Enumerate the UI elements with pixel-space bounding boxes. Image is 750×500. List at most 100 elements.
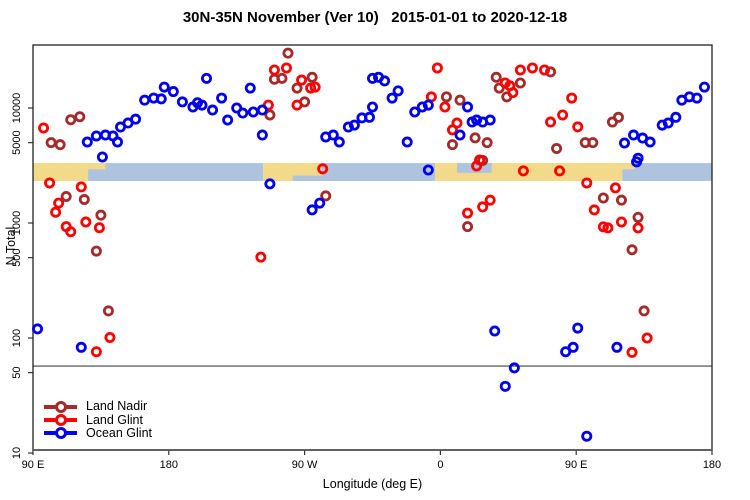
land-glint-point: [431, 62, 443, 74]
ocean-glint-point: [366, 101, 378, 113]
land-nadir-point: [490, 71, 502, 83]
land-nadir-point: [440, 91, 452, 103]
land-nadir-point: [615, 194, 627, 206]
ocean-glint-point: [698, 81, 710, 93]
ocean-glint-point: [484, 114, 496, 126]
land-nadir-point: [45, 137, 57, 149]
ocean-glint-point: [386, 92, 398, 104]
ocean-glint-point: [237, 107, 249, 119]
land-nadir-point: [612, 111, 624, 123]
ocean-glint-point: [207, 104, 219, 116]
ocean-glint-point: [644, 136, 656, 148]
ocean-glint-point: [618, 137, 630, 149]
ocean-glint-point: [581, 430, 593, 442]
ocean-glint-point: [416, 101, 428, 113]
land-glint-point: [462, 207, 474, 219]
ocean-glint-point: [314, 197, 326, 209]
legend-item: Land Glint: [44, 413, 152, 427]
land-glint-point: [477, 201, 489, 213]
ocean-glint-point: [348, 119, 360, 131]
y-tick-label: 100: [11, 329, 23, 347]
x-tick-label: 90 E: [22, 459, 45, 471]
land-nadir-point: [481, 137, 493, 149]
ocean-glint-point: [196, 99, 208, 111]
y-tick-label: 1000: [11, 211, 23, 235]
land-glint-point: [65, 226, 77, 238]
legend-item: Ocean Glint: [44, 425, 153, 440]
land-nadir-point: [291, 82, 303, 94]
ocean-glint-point: [244, 82, 256, 94]
land-glint-point: [566, 92, 578, 104]
plot-border: [32, 44, 713, 451]
land-glint-point: [507, 87, 519, 99]
ocean-glint-point: [471, 114, 483, 126]
land-glint-point: [588, 204, 600, 216]
land-glint-point: [539, 64, 551, 76]
legend: Land Nadir Land Glint Ocean Glint: [44, 400, 152, 440]
y-tick-label: 500: [11, 248, 23, 266]
land-glint-point: [554, 165, 566, 177]
land-nadir-point: [446, 139, 458, 151]
ocean-glint-point: [32, 323, 44, 335]
ocean-glint-point: [222, 114, 234, 126]
land-glint-point: [626, 346, 638, 358]
land-glint-point: [317, 163, 329, 175]
land-glint-point: [557, 109, 569, 121]
ocean-glint-point: [333, 136, 345, 148]
land-glint-point: [255, 251, 267, 263]
land-glint-point: [471, 160, 483, 172]
land-nadir-point: [587, 137, 599, 149]
land-nadir-point: [632, 211, 644, 223]
ocean-glint-point: [691, 92, 703, 104]
land-nadir-point: [551, 142, 563, 154]
ocean-glint-point: [611, 341, 623, 353]
land-nadir-point: [514, 77, 526, 89]
y-tick-label: 10: [11, 447, 23, 459]
land-glint-point: [104, 332, 116, 344]
ocean-glint-point: [96, 151, 108, 163]
land-glint-point: [609, 182, 621, 194]
ocean-glint-point: [392, 85, 404, 97]
legend-item-label: Ocean Glint: [86, 425, 153, 440]
ocean-glint-point: [572, 322, 584, 334]
ocean-glint-point: [628, 129, 640, 141]
ocean-glint-point: [363, 111, 375, 123]
legend-item-label: Land Nadir: [86, 399, 148, 414]
legend-line-land-nadir-icon: [44, 400, 77, 413]
legend-line-ocean-glint-icon: [44, 427, 77, 440]
legend-circle-land-glint-icon: [54, 414, 67, 427]
x-tick-label: 0: [437, 459, 443, 471]
ocean-glint-point: [264, 178, 276, 190]
ocean-glint-point: [130, 113, 142, 125]
ocean-glint-point: [327, 129, 339, 141]
land-nadir-point: [90, 245, 102, 257]
ocean-glint-point: [90, 130, 102, 142]
land-nadir-point: [78, 194, 90, 206]
land-glint-point: [581, 177, 593, 189]
land-nadir-point: [597, 192, 609, 204]
land-glint-point: [93, 222, 105, 234]
land-nadir-point: [54, 139, 66, 151]
ocean-glint-point: [379, 75, 391, 87]
y-tick-label: 50: [11, 366, 23, 378]
land-nadir-point: [626, 244, 638, 256]
ocean-glint-point: [560, 346, 572, 358]
ocean-glint-point: [139, 94, 151, 106]
ocean-glint-point: [176, 96, 188, 108]
land-nadir-point: [545, 66, 557, 78]
ocean-glint-point: [462, 101, 474, 113]
ocean-glint-point: [366, 72, 378, 84]
land-glint-point: [484, 194, 496, 206]
land-ocean-band-segment: [33, 163, 89, 181]
land-glint-point: [526, 62, 538, 74]
ocean-glint-point: [167, 86, 179, 98]
land-glint-point: [50, 206, 62, 218]
land-nadir-point: [102, 305, 114, 317]
land-ocean-band-overlay: [292, 175, 322, 181]
x-tick-label: 90 W: [292, 459, 318, 471]
land-glint-point: [572, 121, 584, 133]
land-glint-point: [80, 216, 92, 228]
land-glint-point: [439, 101, 451, 113]
